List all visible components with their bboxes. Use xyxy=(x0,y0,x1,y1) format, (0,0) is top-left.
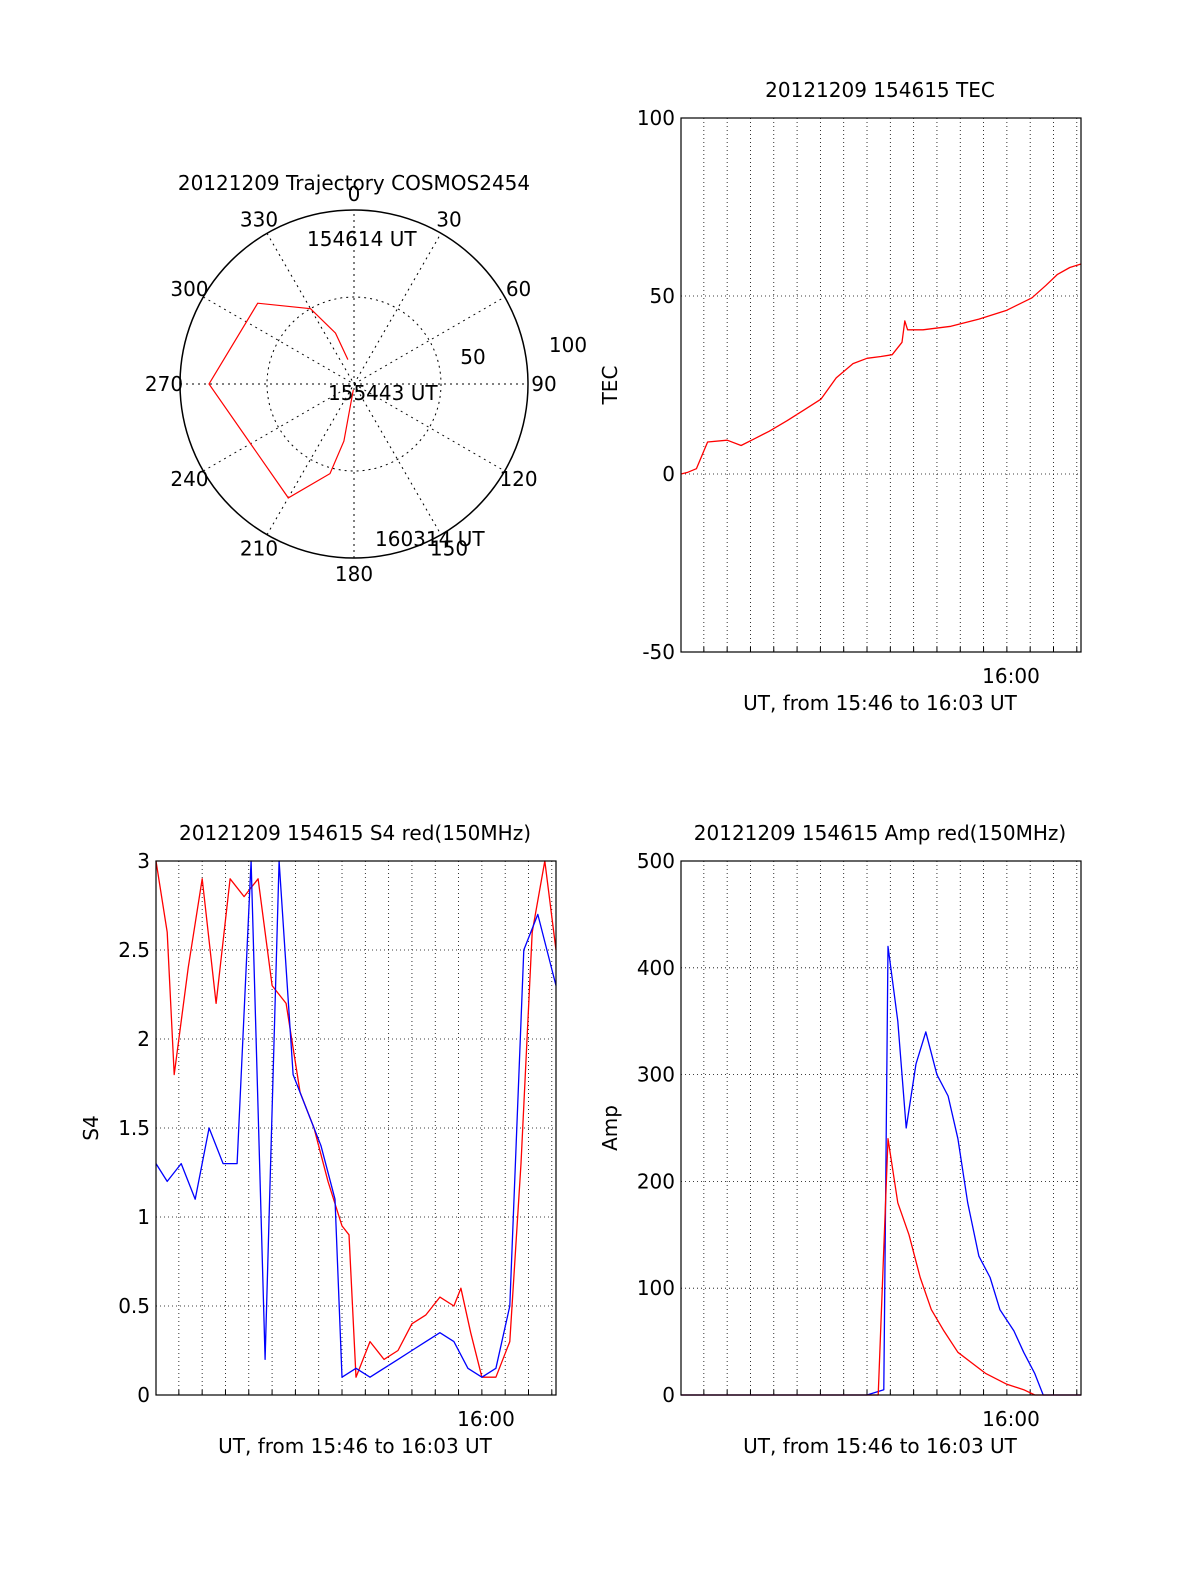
radial-label-50: 50 xyxy=(460,345,485,369)
tec-plot-frame xyxy=(680,117,1082,653)
trajectory-line xyxy=(208,302,354,499)
azimuth-label: 90 xyxy=(531,372,556,396)
amp-y-axis-label: Amp xyxy=(598,1105,622,1151)
y-tick-label: 0 xyxy=(137,1383,150,1407)
radial-label-100: 100 xyxy=(549,333,587,357)
s4-series xyxy=(155,860,557,1378)
y-tick-label: 1 xyxy=(137,1205,150,1229)
y-tick-label: 2 xyxy=(137,1027,150,1051)
y-tick-label: 1.5 xyxy=(118,1116,150,1140)
y-tick-label: -50 xyxy=(642,640,675,664)
amp-y-ticks: 0 100 200 300 400 500 xyxy=(637,849,675,1407)
s4-y-axis-label: S4 xyxy=(79,1115,103,1140)
tec-x-axis-label: UT, from 15:46 to 16:03 UT xyxy=(743,691,1018,715)
amp-chart: 20121209 154615 Amp red(150MHz) 0 100 200 3… xyxy=(598,821,1082,1458)
s4-x-tick-label: 16:00 xyxy=(457,1407,515,1431)
s4-x-axis-label: UT, from 15:46 to 16:03 UT xyxy=(218,1434,493,1458)
y-tick-label: 2.5 xyxy=(118,938,150,962)
y-tick-label: 100 xyxy=(637,1276,675,1300)
azimuth-label: 240 xyxy=(170,467,208,491)
trajectory-end-label: 160314 UT xyxy=(375,527,485,551)
y-tick-label: 0.5 xyxy=(118,1294,150,1318)
amp-x-axis-label: UT, from 15:46 to 16:03 UT xyxy=(743,1434,1018,1458)
tec-title: 20121209 154615 TEC xyxy=(765,78,995,102)
amp-series-line-0 xyxy=(681,945,1081,1396)
amp-x-tick-label: 16:00 xyxy=(982,1407,1040,1431)
tec-chart: 20121209 154615 TEC -50 0 50 100 16:00 UT, … xyxy=(598,78,1082,715)
tec-grid xyxy=(681,118,1081,652)
trajectory-start-label: 154614 UT xyxy=(307,227,417,251)
polar-title: 20121209 Trajectory COSMOS2454 xyxy=(178,171,530,195)
s4-series-line-1 xyxy=(155,860,557,1378)
amp-plot-frame xyxy=(680,860,1082,1396)
amp-series-line-1 xyxy=(681,1138,1081,1396)
trajectory-mid-label: 155443 UT xyxy=(328,381,438,405)
azimuth-label: 210 xyxy=(240,537,278,561)
tec-y-axis-label: TEC xyxy=(598,366,622,406)
amp-title: 20121209 154615 Amp red(150MHz) xyxy=(694,821,1066,845)
azimuth-label: 180 xyxy=(335,562,373,586)
y-tick-label: 200 xyxy=(637,1169,675,1193)
amp-series xyxy=(681,945,1081,1396)
polar-trajectory-chart: 20121209 Trajectory COSMOS2454 0 30 60 90 12… xyxy=(145,171,587,586)
s4-series-line-0 xyxy=(155,860,557,1378)
s4-chart: 20121209 154615 S4 red(150MHz) 0 0.5 1 1.5 2… xyxy=(79,821,557,1458)
y-tick-label: 400 xyxy=(637,956,675,980)
s4-plot-frame xyxy=(155,860,557,1396)
azimuth-label: 270 xyxy=(145,372,183,396)
y-tick-label: 50 xyxy=(650,284,675,308)
azimuth-label: 60 xyxy=(506,277,531,301)
s4-grid xyxy=(156,861,556,1395)
y-tick-label: 100 xyxy=(637,106,675,130)
azimuth-label: 300 xyxy=(170,277,208,301)
y-tick-label: 0 xyxy=(662,1383,675,1407)
azimuth-label: 30 xyxy=(436,207,461,231)
azimuth-label: 150 xyxy=(430,537,468,561)
polar-inner-circle xyxy=(266,296,442,472)
y-tick-label: 500 xyxy=(637,849,675,873)
y-tick-label: 3 xyxy=(137,849,150,873)
azimuth-label: 120 xyxy=(499,467,537,491)
amp-grid xyxy=(681,861,1081,1395)
y-tick-label: 300 xyxy=(637,1063,675,1087)
tec-series-line-0 xyxy=(680,263,1082,475)
s4-y-ticks: 0 0.5 1 1.5 2 2.5 3 xyxy=(118,849,150,1407)
y-tick-label: 0 xyxy=(662,462,675,486)
s4-title: 20121209 154615 S4 red(150MHz) xyxy=(179,821,531,845)
tec-y-ticks: -50 0 50 100 xyxy=(637,106,675,664)
azimuth-label: 0 xyxy=(348,182,361,206)
polar-spoke xyxy=(266,233,442,535)
tec-x-tick-label: 16:00 xyxy=(982,664,1040,688)
azimuth-label: 330 xyxy=(240,207,278,231)
tec-series xyxy=(680,263,1082,475)
